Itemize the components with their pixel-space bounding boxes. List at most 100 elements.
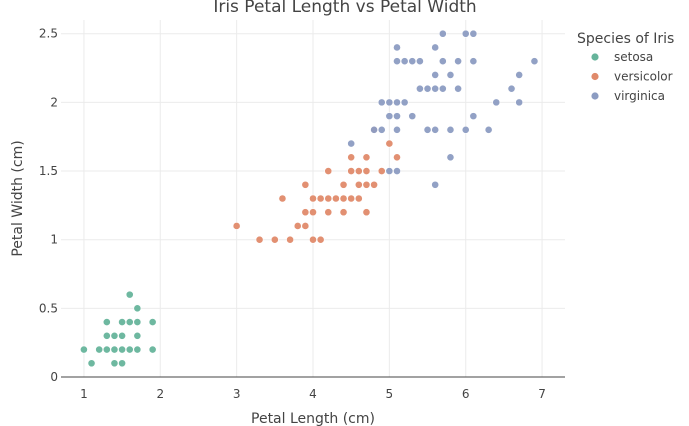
point-virginica[interactable] [347,139,356,148]
point-virginica[interactable] [377,125,386,134]
point-virginica[interactable] [377,98,386,107]
point-versicolor[interactable] [255,235,264,244]
point-versicolor[interactable] [354,167,363,175]
point-virginica[interactable] [408,112,417,121]
point-virginica[interactable] [431,43,440,52]
point-setosa[interactable] [87,359,96,368]
point-virginica[interactable] [370,125,378,134]
point-versicolor[interactable] [309,208,317,217]
legend-label-virginica[interactable]: virginica [614,89,665,103]
point-virginica[interactable] [461,29,470,38]
point-virginica[interactable] [438,84,447,93]
point-versicolor[interactable] [301,180,310,189]
point-setosa[interactable] [125,290,134,299]
point-versicolor[interactable] [362,208,371,217]
point-versicolor[interactable] [316,194,325,203]
legend-label-setosa[interactable]: setosa [614,50,653,64]
point-virginica[interactable] [431,71,440,79]
point-virginica[interactable] [438,57,447,66]
point-virginica[interactable] [454,84,462,93]
point-versicolor[interactable] [316,235,325,244]
point-versicolor[interactable] [324,167,333,175]
point-virginica[interactable] [431,84,440,93]
point-virginica[interactable] [393,112,401,121]
point-virginica[interactable] [393,43,401,52]
point-setosa[interactable] [118,331,126,340]
point-setosa[interactable] [80,345,88,354]
point-versicolor[interactable] [370,180,378,189]
point-versicolor[interactable] [362,167,371,175]
point-setosa[interactable] [110,345,119,354]
point-virginica[interactable] [385,112,394,121]
point-setosa[interactable] [133,345,142,354]
point-versicolor[interactable] [354,194,363,203]
point-versicolor[interactable] [324,194,333,203]
legend-marker-setosa[interactable] [591,53,599,61]
point-virginica[interactable] [492,98,501,107]
point-versicolor[interactable] [309,194,317,203]
point-virginica[interactable] [416,57,424,66]
point-virginica[interactable] [469,57,478,66]
point-versicolor[interactable] [301,208,310,217]
point-virginica[interactable] [446,71,455,79]
point-versicolor[interactable] [347,167,356,175]
point-virginica[interactable] [431,180,440,189]
point-virginica[interactable] [454,57,462,66]
point-setosa[interactable] [148,345,157,354]
point-versicolor[interactable] [270,235,279,244]
point-virginica[interactable] [393,125,401,134]
point-versicolor[interactable] [354,180,363,189]
point-versicolor[interactable] [362,180,371,189]
point-virginica[interactable] [431,125,440,134]
point-virginica[interactable] [469,112,478,121]
point-virginica[interactable] [515,98,524,107]
point-virginica[interactable] [423,84,432,93]
point-versicolor[interactable] [339,180,348,189]
point-setosa[interactable] [125,345,134,354]
point-setosa[interactable] [118,345,126,354]
point-virginica[interactable] [393,57,401,66]
point-setosa[interactable] [148,318,157,326]
point-virginica[interactable] [385,98,394,107]
point-setosa[interactable] [110,331,119,340]
point-versicolor[interactable] [309,235,317,244]
point-virginica[interactable] [393,167,401,175]
point-virginica[interactable] [393,98,401,107]
point-versicolor[interactable] [362,153,371,162]
point-versicolor[interactable] [339,208,348,217]
point-setosa[interactable] [102,345,111,354]
point-versicolor[interactable] [324,208,333,217]
point-virginica[interactable] [530,57,539,66]
point-virginica[interactable] [385,167,394,175]
point-virginica[interactable] [507,84,516,93]
legend-marker-virginica[interactable] [591,92,599,100]
point-versicolor[interactable] [232,222,241,230]
point-versicolor[interactable] [301,222,310,230]
point-setosa[interactable] [110,359,119,368]
point-virginica[interactable] [461,125,470,134]
legend-marker-versicolor[interactable] [591,72,599,81]
point-virginica[interactable] [515,71,524,79]
point-versicolor[interactable] [377,167,386,175]
point-setosa[interactable] [133,331,142,340]
point-setosa[interactable] [133,318,142,326]
point-versicolor[interactable] [347,153,356,162]
point-setosa[interactable] [125,318,134,326]
point-setosa[interactable] [95,345,104,354]
point-setosa[interactable] [118,359,126,368]
point-virginica[interactable] [400,57,409,66]
point-versicolor[interactable] [286,235,294,244]
point-virginica[interactable] [446,125,455,134]
point-versicolor[interactable] [393,153,401,162]
point-versicolor[interactable] [339,194,348,203]
point-virginica[interactable] [446,153,455,162]
point-versicolor[interactable] [332,194,340,203]
point-versicolor[interactable] [278,194,287,203]
point-virginica[interactable] [423,125,432,134]
point-virginica[interactable] [408,57,417,66]
point-setosa[interactable] [102,318,111,326]
point-setosa[interactable] [133,304,142,313]
point-virginica[interactable] [469,29,478,38]
point-virginica[interactable] [438,29,447,38]
point-versicolor[interactable] [347,194,356,203]
